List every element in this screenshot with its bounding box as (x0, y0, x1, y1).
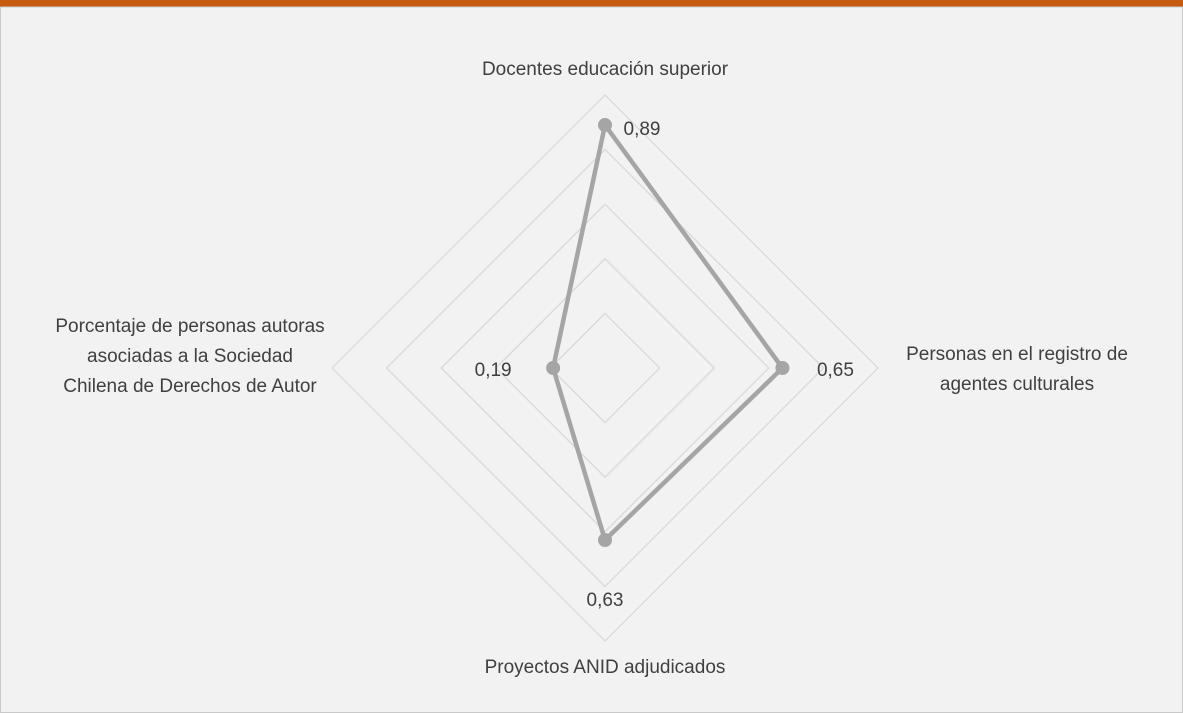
data-point (598, 118, 612, 133)
value-label: 0,63 (587, 590, 624, 611)
grid-ring (331, 94, 879, 642)
category-label: Docentes educación superior (481, 59, 729, 80)
value-label: 0,19 (475, 360, 512, 381)
category-label: Proyectos ANID adjudicados (484, 657, 726, 678)
category-label: Porcentaje de personas autoras asociadas… (55, 316, 325, 397)
data-line (550, 122, 785, 543)
data-point (598, 532, 612, 547)
data-point (775, 361, 790, 375)
value-label: 0,89 (624, 119, 661, 140)
data-point (546, 361, 561, 375)
grid-ring (494, 257, 716, 479)
value-label: 0,65 (817, 360, 854, 381)
category-label: Personas en el registro de agentes cultu… (906, 344, 1128, 395)
grid-ring (549, 312, 661, 424)
grid-ring (385, 148, 825, 588)
top-bar (0, 0, 1183, 7)
grid-ring (440, 203, 770, 533)
